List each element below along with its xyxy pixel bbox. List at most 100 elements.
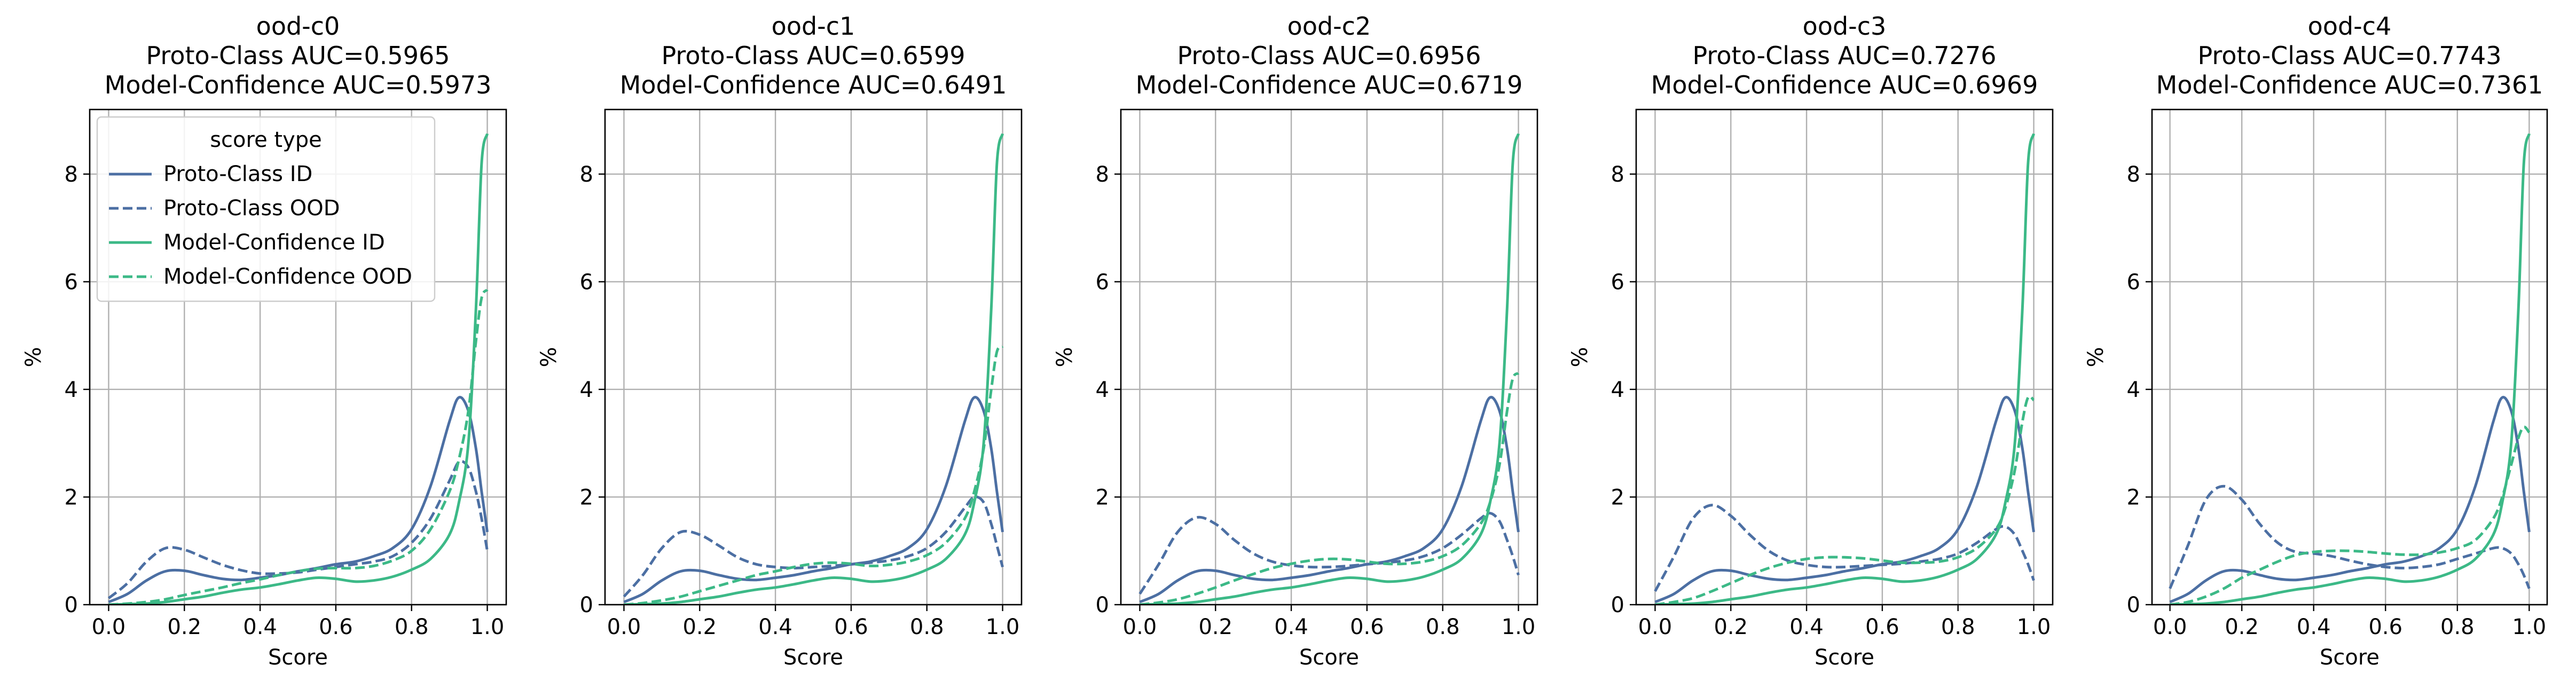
y-axis-label: % — [1053, 347, 1077, 367]
y-tick-label: 8 — [65, 162, 78, 187]
y-tick-label: 8 — [580, 162, 593, 187]
panel-3: 0.0 0.2 0.4 0.6 0.8 1.0 0 2 4 6 8 ood-c3 Proto-Class… — [1568, 12, 2054, 670]
x-tick-label: 0.6 — [2368, 615, 2402, 639]
series-line-model-confidence-ood — [1655, 395, 2035, 605]
x-tick-label: 0.4 — [1789, 615, 1824, 639]
y-tick-label: 4 — [2127, 378, 2140, 402]
series-line-model-confidence-ood — [1140, 372, 1520, 605]
x-tick-label: 0.8 — [910, 615, 944, 639]
chart-title-line: Proto-Class AUC=0.6599 — [661, 41, 965, 70]
y-tick-label: 8 — [2127, 162, 2140, 187]
axes-frame — [2151, 108, 2548, 606]
x-tick-label: 0.2 — [1714, 615, 1748, 639]
series-lines — [2169, 133, 2531, 605]
panel-4: 0.0 0.2 0.4 0.6 0.8 1.0 0 2 4 6 8 ood-c4 Proto-Class… — [2084, 12, 2548, 670]
x-tick-label: 0.2 — [682, 615, 717, 639]
y-tick-label: 6 — [2127, 270, 2140, 294]
chart-title-line: Proto-Class AUC=0.6956 — [1177, 41, 1481, 70]
x-tick-label: 0.4 — [243, 615, 277, 639]
x-tick-label: 0.8 — [395, 615, 429, 639]
y-axis-label: % — [2084, 347, 2108, 367]
series-line-proto-class-id — [108, 396, 489, 604]
y-tick-label: 2 — [1096, 485, 1109, 510]
series-lines — [1654, 133, 2035, 605]
series-line-proto-class-ood — [623, 495, 1004, 598]
y-axis-label: % — [21, 347, 46, 367]
x-tick-label: 0.4 — [2297, 615, 2331, 639]
y-tick-label: 6 — [1611, 270, 1624, 294]
x-axis-label: Score — [2320, 645, 2379, 670]
y-tick-label: 6 — [1096, 270, 1109, 294]
y-tick-label: 2 — [1611, 485, 1624, 510]
series-line-model-confidence-id — [1655, 133, 2035, 605]
x-tick-label: 0.2 — [1198, 615, 1232, 639]
legend-entry: Proto-Class ID — [163, 162, 312, 186]
x-axis-label: Score — [1299, 645, 1359, 670]
chart-title-line: Model-Confidence AUC=0.5973 — [105, 71, 492, 99]
chart-title-line: Proto-Class AUC=0.7276 — [1692, 41, 1996, 70]
x-tick-label: 0.6 — [319, 615, 353, 639]
legend-title: score type — [210, 128, 322, 152]
x-tick-label: 0.4 — [1274, 615, 1308, 639]
legend-box — [96, 116, 436, 302]
legend-entry: Proto-Class OOD — [163, 196, 340, 221]
x-axis-label: Score — [268, 645, 328, 670]
y-axis-label: % — [537, 347, 561, 367]
chart-title: ood-c2 Proto-Class AUC=0.6956 Model-Confid… — [1136, 12, 1523, 99]
y-tick-label: 0 — [580, 593, 593, 617]
series-line-model-confidence-ood — [624, 345, 1004, 605]
series-line-model-confidence-id — [624, 133, 1004, 605]
y-tick-label: 0 — [1611, 593, 1624, 617]
axes-frame — [89, 108, 507, 606]
y-tick-label: 0 — [2127, 593, 2140, 617]
chart-title: ood-c4 Proto-Class AUC=0.7743 Model-Confid… — [2156, 12, 2543, 99]
axes-frame — [1635, 108, 2054, 606]
x-tick-label: 0.8 — [1426, 615, 1460, 639]
x-tick-label: 0.6 — [1865, 615, 1899, 639]
y-tick-label: 8 — [1611, 162, 1624, 187]
x-tick-label: 0.2 — [2225, 615, 2259, 639]
y-tick-label: 0 — [65, 593, 78, 617]
panel-2: 0.0 0.2 0.4 0.6 0.8 1.0 0 2 4 6 8 ood-c2 Proto-Class… — [1053, 12, 1538, 670]
series-line-model-confidence-id — [108, 133, 489, 605]
x-axis-label: Score — [783, 645, 843, 670]
chart-title-line: Proto-Class AUC=0.7743 — [2197, 41, 2501, 70]
y-tick-label: 4 — [1611, 378, 1624, 402]
y-tick-label: 6 — [580, 270, 593, 294]
x-tick-label: 0.0 — [2153, 615, 2187, 639]
panels: 0.0 0.2 0.4 0.6 0.8 1.0 0 2 4 6 8 ood-c0 Proto-Class… — [21, 12, 2548, 670]
chart-title-line: ood-c3 — [1803, 12, 1887, 41]
x-tick-label: 0.0 — [92, 615, 126, 639]
series-line-proto-class-ood — [1138, 512, 1520, 595]
x-tick-label: 0.0 — [1123, 615, 1157, 639]
axes-frame — [604, 108, 1023, 606]
chart-title-line: ood-c0 — [256, 12, 340, 41]
x-tick-label: 1.0 — [470, 615, 505, 639]
legend: score type Proto-Class ID Proto-Class OOD M… — [96, 116, 436, 302]
x-tick-label: 1.0 — [2512, 615, 2547, 639]
y-tick-label: 2 — [580, 485, 593, 510]
x-tick-label: 1.0 — [986, 615, 1020, 639]
series-lines — [107, 133, 489, 605]
y-tick-label: 8 — [1096, 162, 1109, 187]
x-tick-label: 1.0 — [1502, 615, 1536, 639]
chart-title: ood-c1 Proto-Class AUC=0.6599 Model-Confid… — [620, 12, 1007, 99]
chart-title-line: Model-Confidence AUC=0.6491 — [620, 71, 1007, 99]
series-line-model-confidence-id — [2170, 133, 2531, 605]
y-tick-label: 6 — [65, 270, 78, 294]
panel-0: 0.0 0.2 0.4 0.6 0.8 1.0 0 2 4 6 8 ood-c0 Proto-Class… — [21, 12, 507, 670]
chart-title-line: ood-c1 — [772, 12, 855, 41]
y-tick-label: 4 — [65, 378, 78, 402]
x-tick-label: 0.6 — [834, 615, 868, 639]
x-tick-label: 0.0 — [1638, 615, 1672, 639]
chart-title: ood-c3 Proto-Class AUC=0.7276 Model-Confid… — [1651, 12, 2038, 99]
x-tick-label: 0.8 — [2440, 615, 2475, 639]
x-tick-label: 1.0 — [2017, 615, 2051, 639]
chart-title-line: Model-Confidence AUC=0.6719 — [1136, 71, 1523, 99]
x-tick-label: 0.2 — [167, 615, 201, 639]
legend-entry: Model-Confidence OOD — [163, 264, 412, 289]
series-line-proto-class-ood — [1654, 504, 2035, 592]
y-tick-label: 2 — [65, 485, 78, 510]
x-tick-label: 0.8 — [1941, 615, 1975, 639]
